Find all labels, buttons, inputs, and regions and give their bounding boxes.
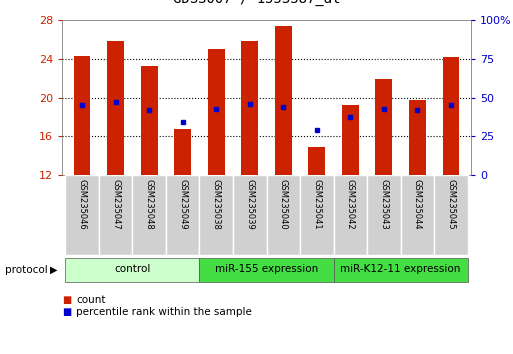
Bar bbox=[434, 175, 468, 255]
Text: GSM235041: GSM235041 bbox=[312, 179, 321, 230]
Text: GSM235049: GSM235049 bbox=[178, 179, 187, 230]
Bar bbox=[308, 147, 325, 175]
Text: percentile rank within the sample: percentile rank within the sample bbox=[76, 307, 252, 317]
Bar bbox=[266, 175, 300, 255]
Bar bbox=[443, 57, 459, 175]
Text: count: count bbox=[76, 295, 106, 305]
Bar bbox=[241, 41, 258, 175]
Text: GSM235044: GSM235044 bbox=[413, 179, 422, 230]
Bar bbox=[333, 258, 468, 282]
Text: ■: ■ bbox=[62, 307, 71, 317]
Text: GSM235047: GSM235047 bbox=[111, 179, 120, 230]
Bar bbox=[166, 175, 200, 255]
Bar bbox=[233, 175, 266, 255]
Text: GSM235042: GSM235042 bbox=[346, 179, 355, 230]
Bar bbox=[174, 130, 191, 175]
Text: control: control bbox=[114, 264, 151, 274]
Bar bbox=[376, 79, 392, 175]
Bar bbox=[200, 258, 333, 282]
Bar bbox=[409, 101, 426, 175]
Text: GSM235045: GSM235045 bbox=[446, 179, 456, 230]
Text: GSM235038: GSM235038 bbox=[212, 179, 221, 230]
Bar bbox=[300, 175, 333, 255]
Bar bbox=[132, 175, 166, 255]
Bar bbox=[333, 175, 367, 255]
Bar bbox=[74, 56, 90, 175]
Text: miR-K12-11 expression: miR-K12-11 expression bbox=[341, 264, 461, 274]
Text: GSM235046: GSM235046 bbox=[77, 179, 87, 230]
Text: ■: ■ bbox=[62, 295, 71, 305]
Bar bbox=[200, 175, 233, 255]
Text: GSM235039: GSM235039 bbox=[245, 179, 254, 230]
Text: miR-155 expression: miR-155 expression bbox=[215, 264, 318, 274]
Bar bbox=[99, 175, 132, 255]
Text: GSM235043: GSM235043 bbox=[379, 179, 388, 230]
Bar bbox=[65, 175, 99, 255]
Bar bbox=[141, 65, 157, 175]
Text: GDS3007 / 1553387_at: GDS3007 / 1553387_at bbox=[173, 0, 340, 6]
Text: ▶: ▶ bbox=[50, 265, 58, 275]
Bar bbox=[342, 105, 359, 175]
Bar bbox=[275, 26, 292, 175]
Bar bbox=[65, 258, 200, 282]
Bar bbox=[367, 175, 401, 255]
Text: GSM235048: GSM235048 bbox=[145, 179, 154, 230]
Bar bbox=[208, 49, 225, 175]
Text: GSM235040: GSM235040 bbox=[279, 179, 288, 230]
Bar bbox=[401, 175, 434, 255]
Text: protocol: protocol bbox=[5, 265, 48, 275]
Bar bbox=[107, 41, 124, 175]
